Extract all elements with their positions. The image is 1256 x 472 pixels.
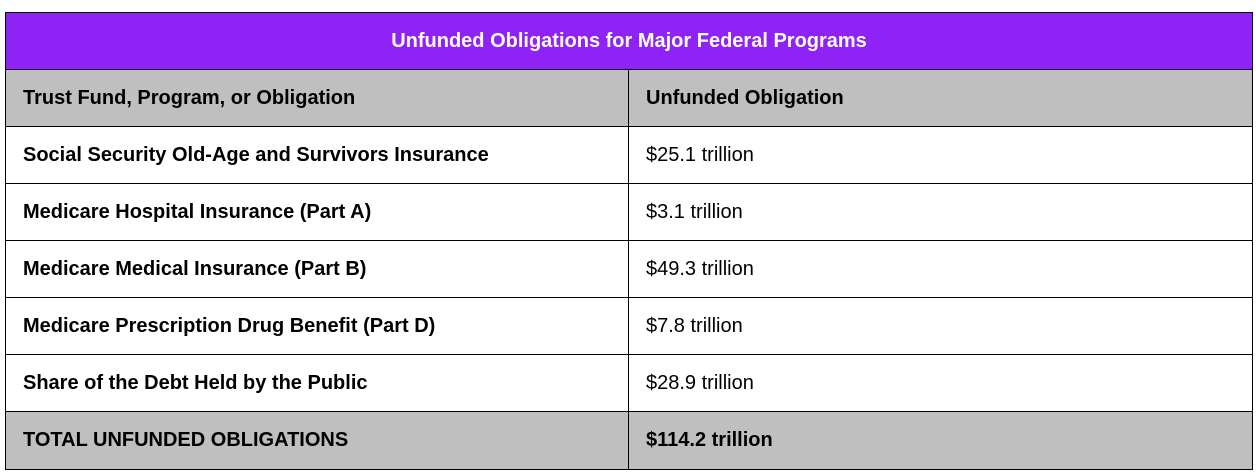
row-value: $28.9 trillion	[627, 354, 1254, 412]
row-label: Share of the Debt Held by the Public	[5, 354, 629, 412]
row-label: Medicare Medical Insurance (Part B)	[5, 240, 629, 298]
table-row: Medicare Medical Insurance (Part B) $49.…	[5, 240, 1254, 298]
row-value: $49.3 trillion	[627, 240, 1254, 298]
column-header-row: Trust Fund, Program, or Obligation Unfun…	[5, 69, 1254, 127]
row-value: $7.8 trillion	[627, 297, 1254, 355]
table-row: Medicare Hospital Insurance (Part A) $3.…	[5, 183, 1254, 241]
table-row: Medicare Prescription Drug Benefit (Part…	[5, 297, 1254, 355]
total-row: TOTAL UNFUNDED OBLIGATIONS $114.2 trilli…	[5, 411, 1254, 470]
total-value: $114.2 trillion	[627, 411, 1254, 470]
row-value: $3.1 trillion	[627, 183, 1254, 241]
obligations-table: Unfunded Obligations for Major Federal P…	[4, 12, 1254, 470]
row-label: Social Security Old-Age and Survivors In…	[5, 126, 629, 184]
row-label: Medicare Hospital Insurance (Part A)	[5, 183, 629, 241]
row-label: Medicare Prescription Drug Benefit (Part…	[5, 297, 629, 355]
table-row: Social Security Old-Age and Survivors In…	[5, 126, 1254, 184]
column-header-obligation: Unfunded Obligation	[627, 69, 1254, 127]
total-label: TOTAL UNFUNDED OBLIGATIONS	[5, 411, 629, 470]
column-header-program: Trust Fund, Program, or Obligation	[5, 69, 629, 127]
obligations-table-container: Unfunded Obligations for Major Federal P…	[4, 12, 1254, 470]
table-title-row: Unfunded Obligations for Major Federal P…	[4, 12, 1254, 70]
table-row: Share of the Debt Held by the Public $28…	[5, 354, 1254, 412]
table-title: Unfunded Obligations for Major Federal P…	[4, 12, 1254, 70]
row-value: $25.1 trillion	[627, 126, 1254, 184]
